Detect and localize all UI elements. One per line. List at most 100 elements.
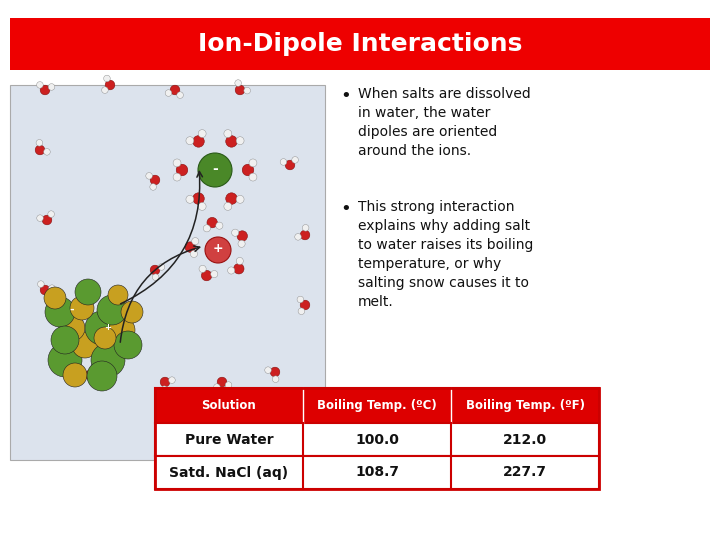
Circle shape [236, 195, 244, 203]
Circle shape [226, 136, 238, 147]
Circle shape [236, 137, 244, 145]
Text: When salts are dissolved: When salts are dissolved [358, 87, 531, 101]
Circle shape [66, 346, 75, 355]
Circle shape [48, 84, 55, 90]
Text: Satd. NaCl (aq): Satd. NaCl (aq) [169, 465, 289, 480]
Circle shape [226, 193, 238, 204]
Bar [155, 423, 599, 456]
Circle shape [186, 137, 194, 145]
Circle shape [108, 285, 128, 305]
Bar [155, 456, 599, 489]
Circle shape [44, 148, 50, 155]
Circle shape [300, 300, 310, 310]
Text: dipoles are oriented: dipoles are oriented [358, 125, 498, 139]
Circle shape [150, 265, 160, 275]
Circle shape [73, 350, 79, 356]
Text: to water raises its boiling: to water raises its boiling [358, 238, 534, 252]
Text: -: - [212, 162, 218, 176]
Circle shape [146, 173, 153, 179]
Circle shape [91, 343, 125, 377]
Circle shape [294, 234, 302, 240]
Circle shape [185, 242, 195, 252]
Circle shape [232, 229, 239, 237]
Circle shape [233, 264, 244, 274]
Bar [155, 388, 599, 423]
Circle shape [48, 343, 82, 377]
Circle shape [90, 365, 96, 372]
Text: salting snow causes it to: salting snow causes it to [358, 276, 529, 290]
Circle shape [270, 367, 280, 377]
Circle shape [49, 285, 55, 292]
Circle shape [302, 225, 309, 231]
Circle shape [211, 271, 218, 278]
Circle shape [235, 80, 241, 86]
Circle shape [91, 377, 99, 383]
Circle shape [45, 297, 75, 327]
Circle shape [63, 363, 87, 387]
Text: •: • [340, 200, 351, 218]
Circle shape [173, 173, 181, 181]
Circle shape [193, 136, 204, 147]
Text: explains why adding salt: explains why adding salt [358, 219, 530, 233]
Circle shape [217, 377, 227, 387]
Circle shape [236, 258, 243, 265]
Text: Pure Water: Pure Water [185, 433, 274, 447]
Circle shape [235, 85, 245, 95]
Circle shape [35, 145, 45, 155]
Text: melt.: melt. [358, 295, 394, 309]
Circle shape [176, 164, 188, 176]
Circle shape [94, 327, 116, 349]
Circle shape [298, 308, 305, 314]
Circle shape [150, 184, 156, 190]
Circle shape [198, 202, 206, 211]
Text: +: + [212, 242, 223, 255]
Text: in water, the water: in water, the water [358, 106, 490, 120]
Circle shape [198, 153, 232, 187]
Circle shape [37, 281, 44, 287]
Circle shape [224, 130, 232, 138]
Text: Solution: Solution [202, 399, 256, 412]
Circle shape [216, 222, 223, 230]
Circle shape [85, 370, 95, 380]
Circle shape [85, 311, 119, 345]
Bar [10, 18, 710, 70]
Circle shape [75, 279, 101, 305]
Circle shape [51, 326, 79, 354]
Circle shape [224, 202, 232, 211]
Circle shape [198, 130, 206, 138]
Circle shape [265, 367, 271, 374]
Text: 212.0: 212.0 [503, 433, 547, 447]
Circle shape [242, 164, 253, 176]
Text: -: - [70, 305, 74, 315]
Circle shape [161, 386, 168, 393]
Circle shape [238, 240, 245, 247]
Text: 100.0: 100.0 [355, 433, 399, 447]
Circle shape [72, 332, 98, 358]
Circle shape [168, 377, 175, 383]
Circle shape [214, 384, 220, 390]
Circle shape [37, 215, 43, 221]
Circle shape [203, 225, 210, 232]
Circle shape [68, 340, 73, 346]
Circle shape [225, 382, 232, 388]
Text: +: + [104, 323, 112, 333]
Circle shape [280, 159, 287, 165]
Circle shape [87, 361, 117, 391]
Circle shape [192, 238, 199, 245]
Circle shape [97, 295, 127, 325]
Bar [10, 85, 325, 460]
Circle shape [199, 265, 206, 273]
Circle shape [186, 195, 194, 203]
Circle shape [170, 85, 180, 95]
Circle shape [59, 315, 85, 341]
Circle shape [48, 211, 55, 218]
Text: 108.7: 108.7 [355, 465, 399, 480]
Circle shape [109, 317, 135, 343]
Circle shape [150, 175, 160, 185]
Circle shape [244, 87, 251, 94]
Circle shape [42, 215, 52, 225]
Circle shape [193, 193, 204, 204]
Circle shape [104, 75, 110, 82]
Text: 227.7: 227.7 [503, 465, 547, 480]
Circle shape [285, 160, 294, 170]
